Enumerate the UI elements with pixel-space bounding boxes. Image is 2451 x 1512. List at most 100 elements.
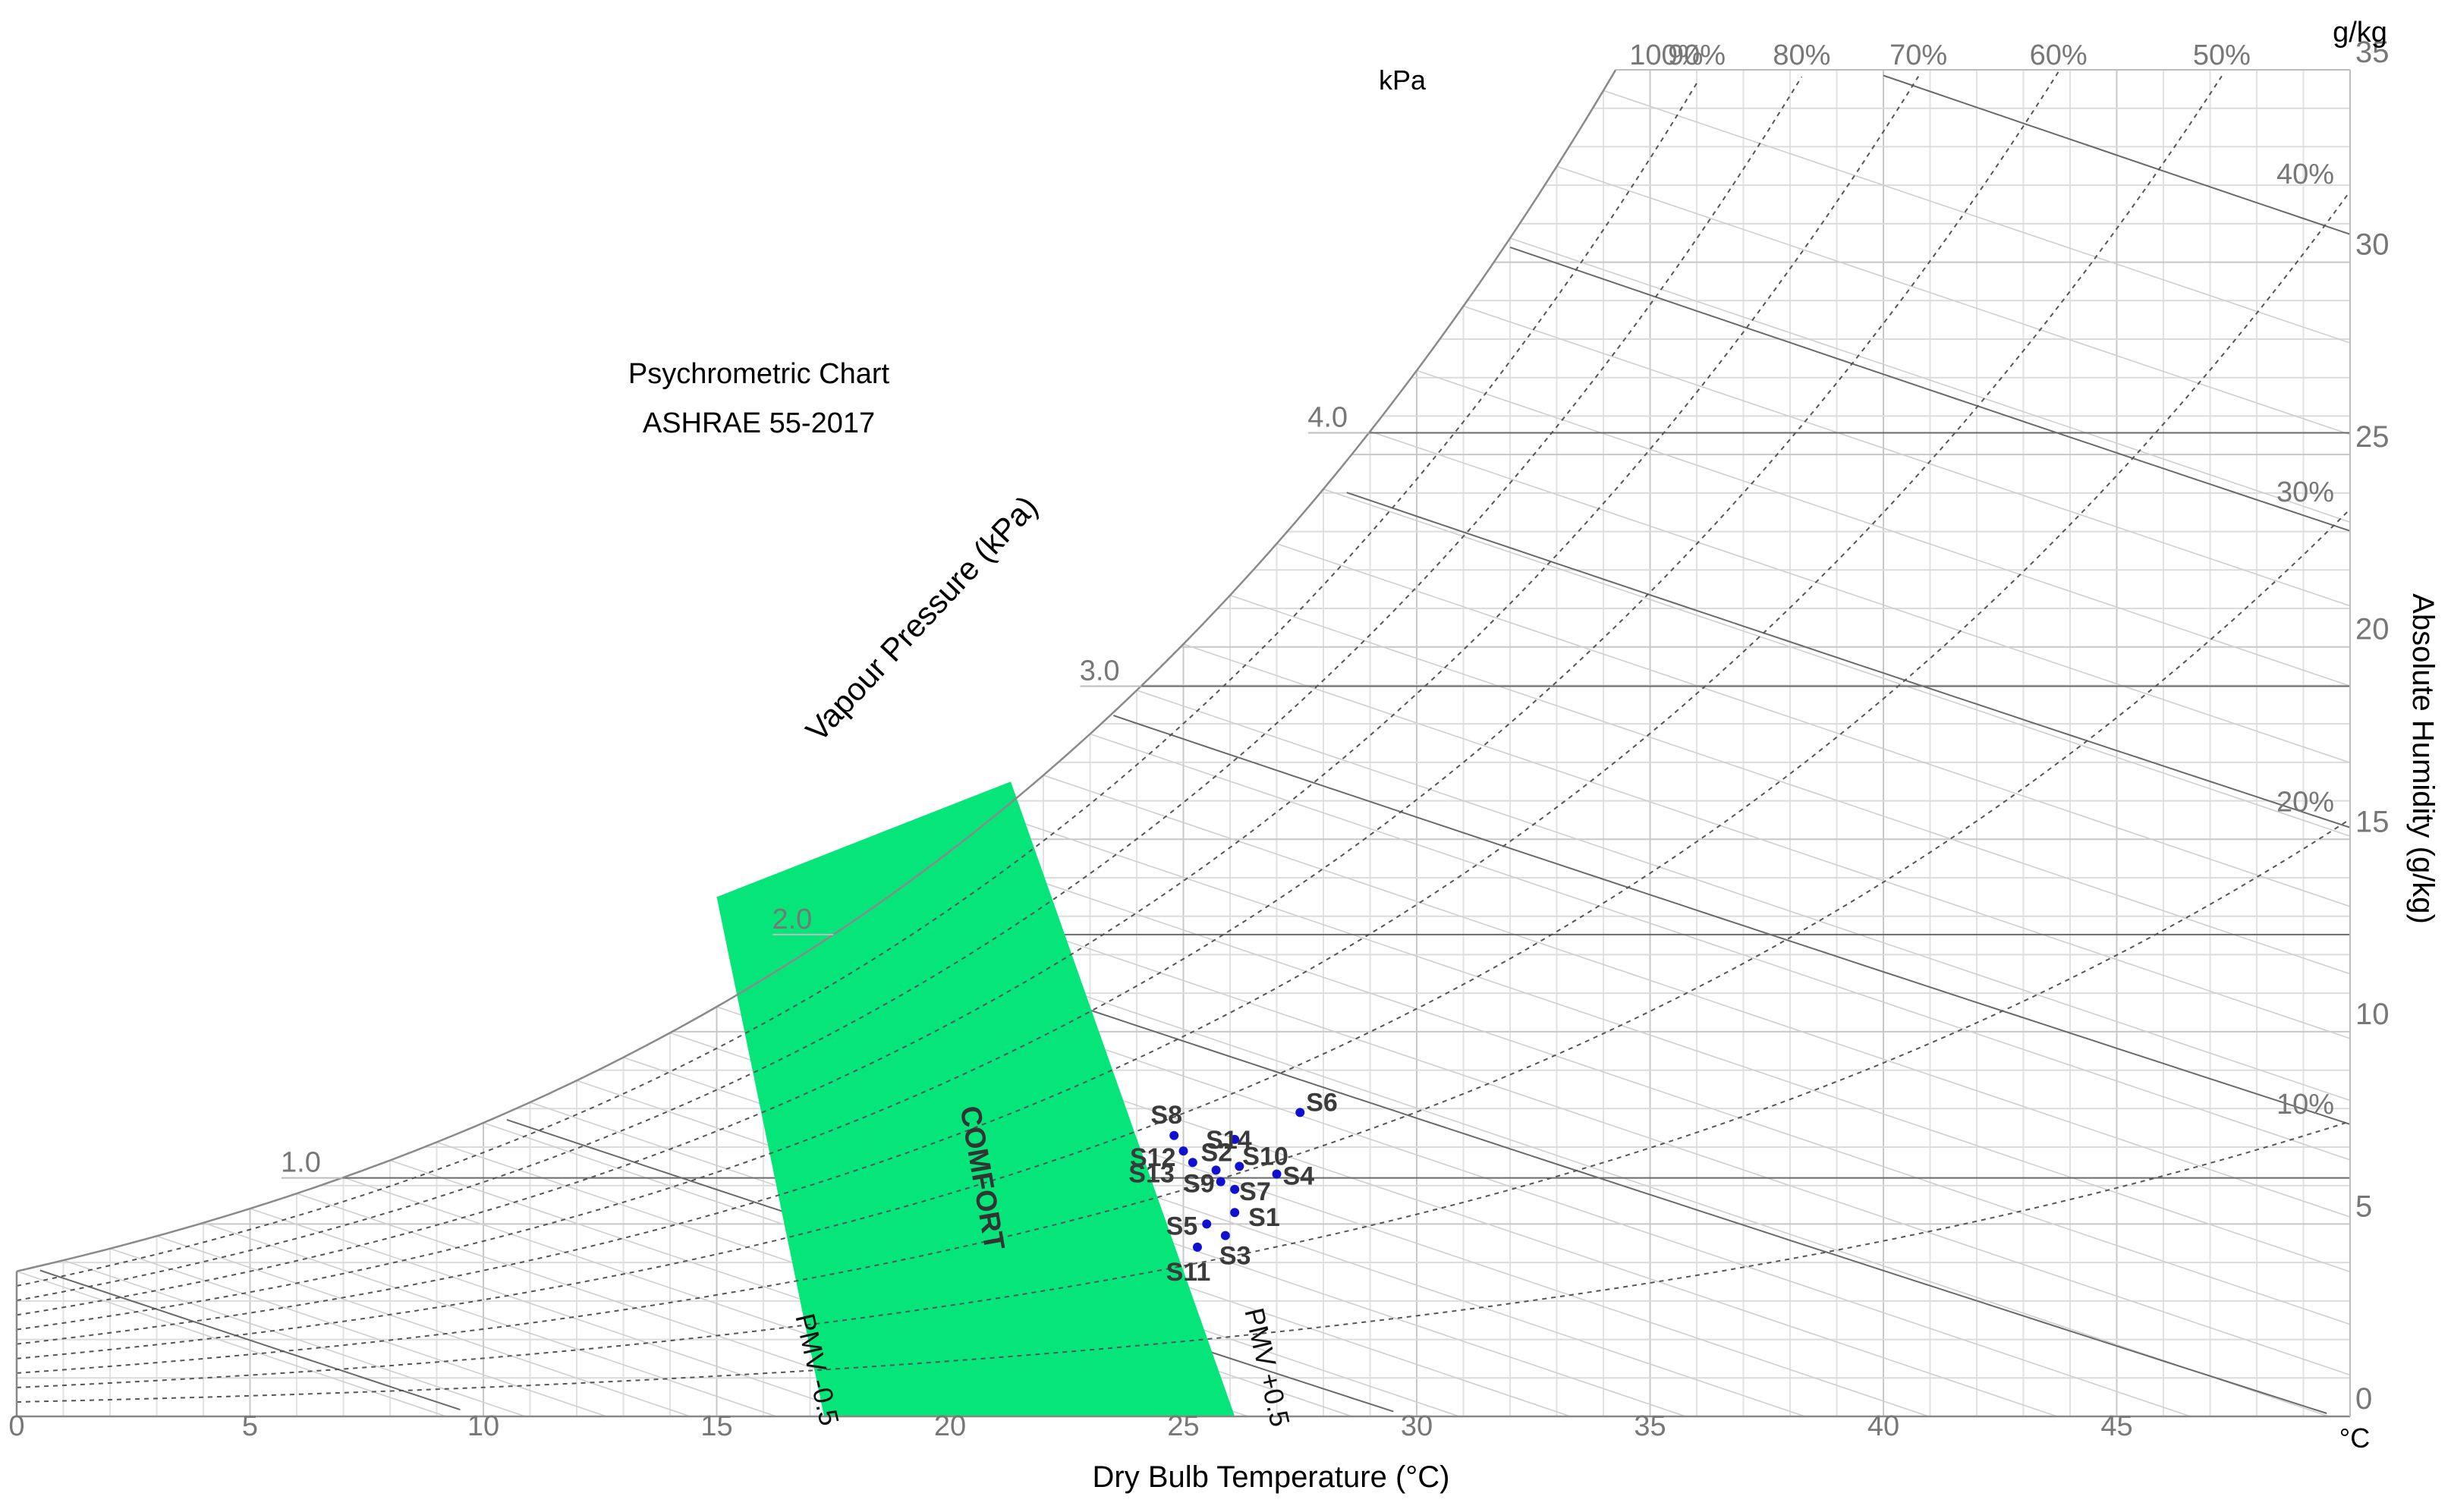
wet-bulb-line: [1043, 775, 2350, 1218]
wet-bulb-line: [949, 850, 2350, 1325]
rh-label: 50%: [2193, 39, 2251, 71]
x-tick-label: 45: [2100, 1410, 2132, 1442]
x-tick-label: 30: [1401, 1410, 1433, 1442]
rh-curve: [17, 71, 2059, 1331]
point-label: S7: [1239, 1177, 1271, 1206]
x-tick-label: 20: [934, 1410, 966, 1442]
saturation-line: [16, 69, 1617, 1272]
chart-title: Psychrometric Chart: [628, 358, 890, 390]
wet-bulb-line: [1463, 305, 2350, 607]
vp-tick-label: 3.0: [1080, 655, 1120, 687]
rh-curve: [17, 190, 2350, 1360]
point-label: S6: [1306, 1088, 1338, 1117]
enthalpy-line: [39, 1269, 461, 1411]
wet-bulb-line: [1556, 165, 2350, 435]
enthalpy-line: [856, 931, 2327, 1414]
x-tick-label: 40: [1867, 1410, 1899, 1442]
y-tick-label: 35: [2355, 36, 2390, 69]
x-tick-label: 25: [1167, 1410, 1199, 1442]
point-label: S1: [1248, 1203, 1280, 1232]
x-tick-label: 5: [242, 1410, 258, 1442]
data-point: [1188, 1158, 1197, 1168]
wet-bulb-line: [903, 885, 2350, 1376]
rh-curve: [17, 76, 1919, 1316]
rh-curve: [17, 83, 1697, 1287]
point-label: S10: [1242, 1142, 1288, 1171]
wet-bulb-line: [1136, 690, 2350, 1102]
wet-bulb-line: [856, 918, 2330, 1416]
data-point: [1230, 1208, 1240, 1218]
comfort-zone-polygon: [716, 781, 1235, 1416]
vp-tick-label: 2.0: [772, 904, 812, 935]
data-point: [1178, 1146, 1188, 1156]
rh-curve: [17, 508, 2350, 1374]
y-tick-label: 30: [2355, 228, 2390, 262]
point-label: S3: [1219, 1242, 1251, 1271]
saturation-curve: [16, 69, 1617, 1272]
rh-curve: [17, 1121, 2350, 1403]
point-label: S14: [1206, 1126, 1252, 1155]
data-point: [1220, 1231, 1230, 1240]
rh-label: 40%: [2276, 159, 2334, 190]
wet-bulb-line: [109, 1248, 607, 1416]
y-tick-label: 20: [2355, 613, 2390, 646]
x-unit-label: °C: [2339, 1422, 2370, 1454]
x-tick-label: 0: [8, 1410, 24, 1442]
data-point: [1169, 1130, 1179, 1140]
wet-bulb-line: [1276, 542, 2350, 907]
rh-label: 20%: [2276, 787, 2334, 819]
vapour-pressure-lines: [341, 432, 2350, 1179]
point-label: S4: [1283, 1162, 1315, 1191]
wet-bulb-line: [203, 1222, 777, 1416]
enthalpy-line: [1346, 492, 2350, 828]
y-tick-label: 25: [2355, 420, 2390, 454]
y-tick-label: 10: [2355, 998, 2390, 1031]
relative-humidity-curves: [17, 71, 2350, 1403]
vp-tick-label: 1.0: [281, 1147, 321, 1179]
data-point: [1202, 1219, 1212, 1229]
y-tick-label: 15: [2355, 805, 2390, 838]
comfort-zone: [716, 781, 1235, 1416]
wet-bulb-line: [1090, 733, 2350, 1161]
x-tick-label: 15: [700, 1410, 732, 1442]
rh-label: 80%: [1773, 39, 1830, 71]
rh-label: 10%: [2276, 1089, 2334, 1121]
point-label: S13: [1128, 1159, 1175, 1188]
data-point: [1295, 1108, 1305, 1117]
y-tick-label: 0: [2355, 1382, 2372, 1416]
point-label: S12: [1130, 1143, 1176, 1172]
chart-subtitle: ASHRAE 55-2017: [643, 407, 875, 439]
rh-curve: [17, 75, 2223, 1345]
wet-bulb-line: [996, 813, 2350, 1273]
wet-bulb-line: [1323, 488, 2350, 837]
data-point: [1230, 1134, 1240, 1144]
vp-tick-label: 4.0: [1307, 402, 1348, 434]
point-label: S5: [1166, 1212, 1198, 1240]
data-point: [1216, 1177, 1226, 1187]
wet-bulb-line: [1603, 90, 2350, 344]
rh-curve: [17, 76, 1803, 1302]
enthalpy-lines: [39, 74, 2350, 1414]
wet-bulb-line: [156, 1235, 691, 1416]
y-axis-label: Absolute Humidity (g/kg): [2406, 593, 2440, 924]
y-unit-label: g/kg: [2333, 17, 2387, 49]
rh-label: 90%: [1668, 39, 1726, 71]
data-point: [1235, 1162, 1244, 1171]
enthalpy-line: [1509, 246, 2350, 532]
wet-bulb-line: [1370, 430, 2350, 764]
point-label: S2: [1201, 1138, 1233, 1167]
wet-bulb-line: [1229, 594, 2350, 975]
rh-label: 30%: [2276, 476, 2334, 508]
rh-label: 100%: [1629, 39, 1703, 71]
point-label: S9: [1183, 1170, 1215, 1199]
x-tick-label: 10: [467, 1410, 499, 1442]
x-axis-label: Dry Bulb Temperature (°C): [1093, 1460, 1450, 1494]
rh-label: 70%: [1889, 39, 1947, 71]
x-tick-label: 35: [1634, 1410, 1666, 1442]
data-point: [1211, 1165, 1221, 1175]
data-point: [1230, 1184, 1240, 1194]
vp-unit-label: kPa: [1379, 64, 1427, 96]
wet-bulb-line: [63, 1259, 526, 1416]
